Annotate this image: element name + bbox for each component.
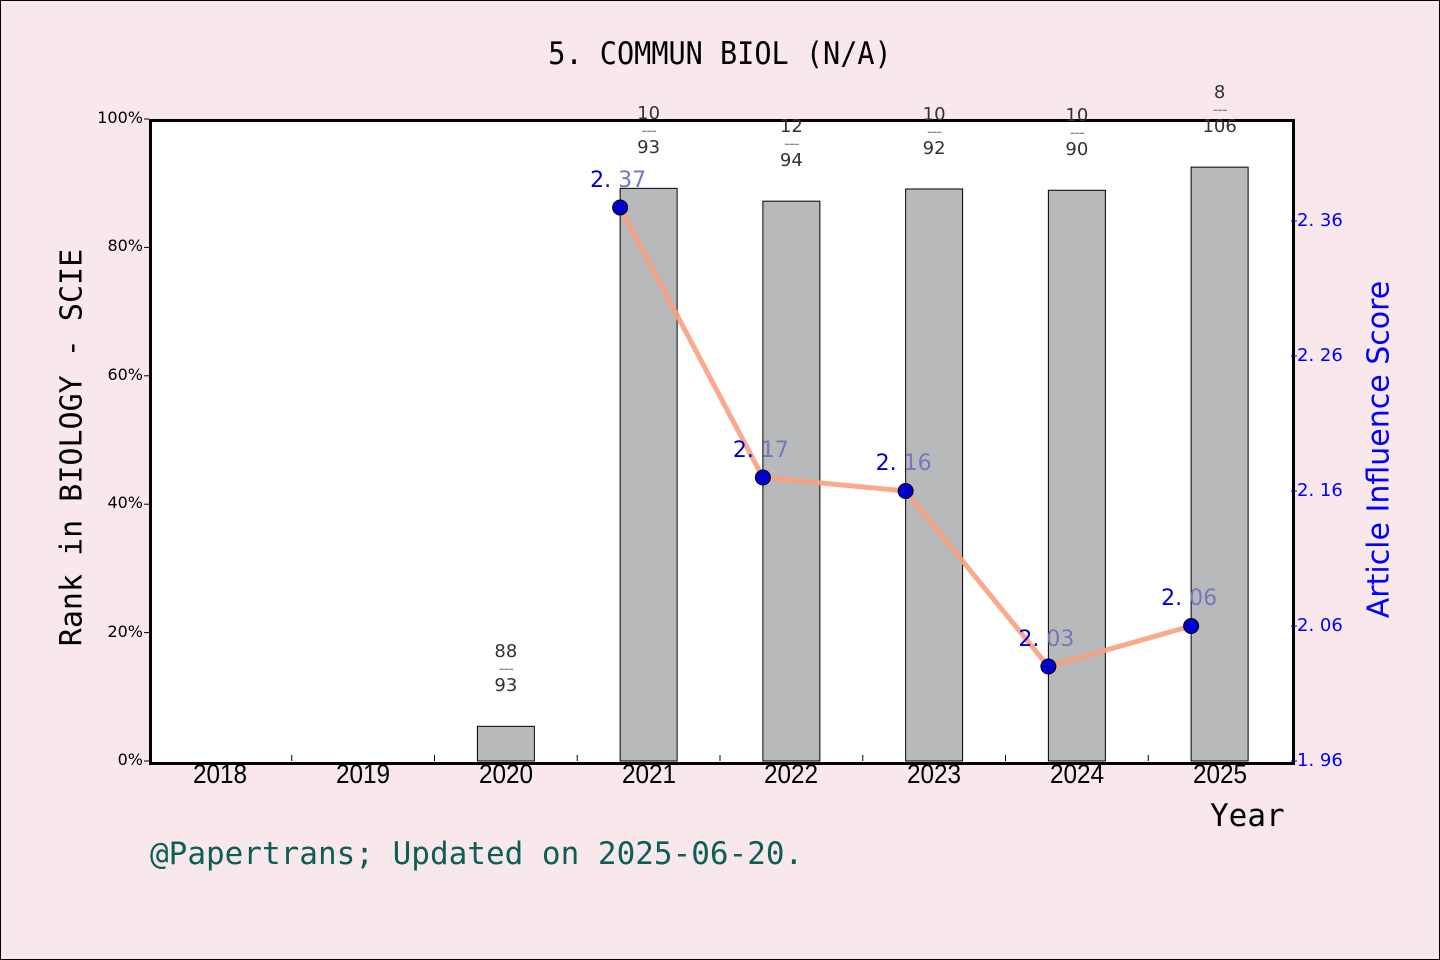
- y-left-tick-label: 40%: [107, 493, 143, 513]
- ais-marker: [897, 483, 914, 499]
- rank-fraction-2022: 12 --- 94: [779, 116, 803, 172]
- x-tick-marks: [291, 755, 1149, 761]
- bars: [476, 166, 1249, 762]
- x-tick-label: 2020: [478, 759, 533, 789]
- x-tick-label: 2025: [1192, 759, 1247, 789]
- x-tick-label: 2021: [621, 759, 676, 789]
- rank-fraction-2021: 10 --- 93: [637, 103, 661, 159]
- x-tick-label: 2018: [193, 759, 248, 789]
- y-left-tick-label: 20%: [107, 621, 143, 641]
- chart-title: 5. COMMUN BIOL (N/A): [548, 36, 892, 72]
- y-left-tick-label: 80%: [107, 236, 143, 256]
- bar-2025: [1190, 166, 1249, 762]
- bar-2020: [476, 725, 535, 762]
- y-left-tick-label: 100%: [97, 108, 143, 127]
- footer-credit: @Papertrans; Updated on 2025-06-20.: [150, 836, 804, 872]
- y-left-tick-label: 60%: [107, 364, 143, 384]
- y-right-tick-label: 2. 06: [1297, 615, 1343, 636]
- ais-label-2023: 2. 16: [875, 451, 932, 476]
- x-tick-label: 2022: [764, 759, 819, 789]
- ais-label-2021: 2. 37: [590, 167, 647, 193]
- y-right-axis-label: Article Influence Score: [1361, 280, 1397, 619]
- ais-marker: [1183, 618, 1200, 634]
- bar-2021: [619, 187, 678, 762]
- y-right-tick-label: 2. 36: [1297, 210, 1343, 231]
- x-tick-label: 2019: [336, 759, 391, 789]
- ais-marker: [1040, 658, 1057, 675]
- y-tick-marks: [144, 118, 1297, 762]
- ais-line: [612, 199, 1200, 675]
- ais-label-2024: 2. 03: [1018, 626, 1075, 652]
- ais-marker: [754, 469, 771, 486]
- bar-2024: [1047, 189, 1106, 762]
- rank-fraction-2025: 8 --- 106: [1202, 82, 1237, 138]
- y-left-axis-label: Rank in BIOLOGY - SCIE: [54, 248, 90, 647]
- y-right-tick-label: 2. 26: [1297, 345, 1343, 366]
- x-tick-label: 2023: [907, 759, 962, 789]
- x-tick-label: 2024: [1049, 759, 1104, 789]
- ais-label-2022: 2. 17: [732, 437, 789, 463]
- ais-label-2025: 2. 06: [1161, 586, 1218, 611]
- x-axis-label: Year: [1210, 798, 1285, 834]
- y-right-tick-label: 2. 16: [1297, 480, 1343, 501]
- rank-fraction-2020: 88 --- 93: [494, 641, 518, 697]
- ais-marker: [612, 199, 629, 216]
- y-left-tick-label: 0%: [117, 750, 143, 769]
- rank-fraction-2023: 10 --- 92: [922, 103, 946, 159]
- bar-2023: [905, 188, 964, 762]
- rank-fraction-2024: 10 --- 90: [1065, 105, 1089, 161]
- y-right-tick-label: 1. 96: [1297, 750, 1343, 771]
